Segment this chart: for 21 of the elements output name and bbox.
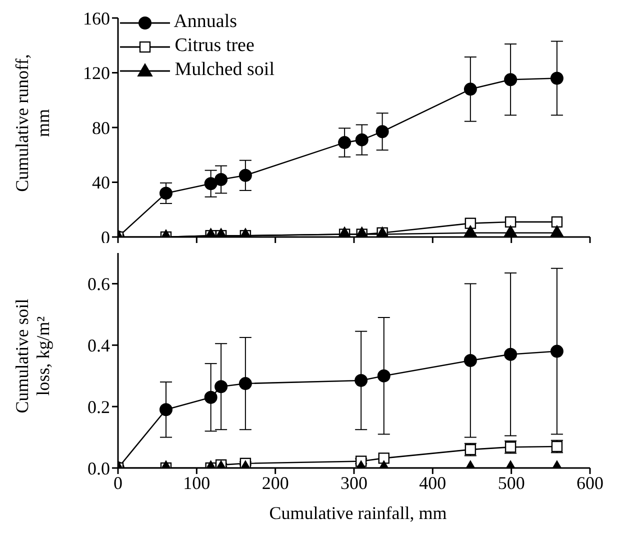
x-tick-label: 300 [340, 472, 368, 493]
x-tick-label: 400 [419, 472, 446, 493]
y-tick-label: 160 [83, 8, 110, 28]
y-tick-label: 120 [83, 63, 110, 84]
x-tick-label: 500 [498, 472, 525, 493]
y-tick-label: 0.6 [88, 274, 110, 294]
y-tick-label: 0.0 [88, 458, 110, 478]
legend-label: Mulched soil [174, 59, 274, 80]
x-tick-label: 600 [576, 472, 604, 493]
y-tick-label: 0.2 [88, 396, 110, 417]
x-tick-label: 0 [114, 472, 122, 493]
x-tick-label: 100 [183, 472, 210, 493]
x-tick-label: 200 [262, 472, 289, 493]
y-tick-label: 40 [92, 172, 110, 193]
y-axis-title: Cumulative soil loss, kg/m² [12, 297, 54, 415]
y-tick-label: 80 [92, 118, 110, 138]
legend-label: Annuals [174, 11, 238, 32]
x-axis-title: Cumulative rainfall, mm [268, 503, 448, 524]
y-tick-label: 0.4 [88, 336, 110, 356]
legend-label: Citrus tree [174, 35, 254, 56]
y-axis-title: Cumulative runoff, mm [12, 52, 54, 194]
